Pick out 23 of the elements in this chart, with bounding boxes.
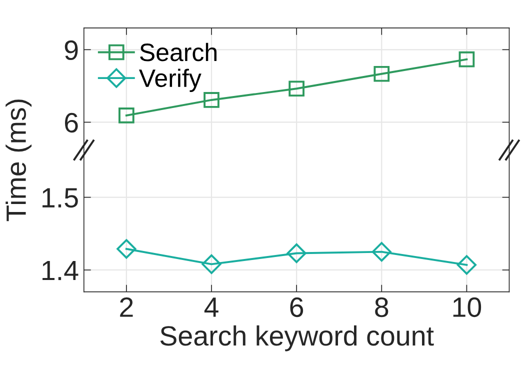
point [372, 242, 392, 262]
point [204, 92, 220, 108]
legend-label: Search [140, 42, 216, 62]
point [458, 51, 475, 68]
y-tick-label: 6 [65, 112, 78, 133]
y-tick-label: 1.5 [42, 188, 78, 208]
x-axis-title: Search keyword count [160, 325, 434, 352]
x-tick-label: 8 [375, 297, 388, 318]
x-tick-label: 4 [204, 298, 218, 317]
point [288, 80, 304, 97]
legend-label: Verify [139, 68, 202, 92]
x-tick-label: 2 [120, 297, 133, 317]
point [202, 254, 222, 274]
point [116, 239, 136, 259]
point [374, 66, 390, 82]
y-tick-label: 9 [64, 40, 78, 60]
y-tick-label: 1.4 [42, 260, 78, 280]
y-axis-title: Time (ms) [6, 100, 32, 222]
point [118, 108, 134, 124]
point [286, 243, 306, 264]
x-tick-label: 10 [453, 297, 482, 318]
x-tick-label: 6 [290, 297, 304, 318]
point [456, 255, 477, 275]
